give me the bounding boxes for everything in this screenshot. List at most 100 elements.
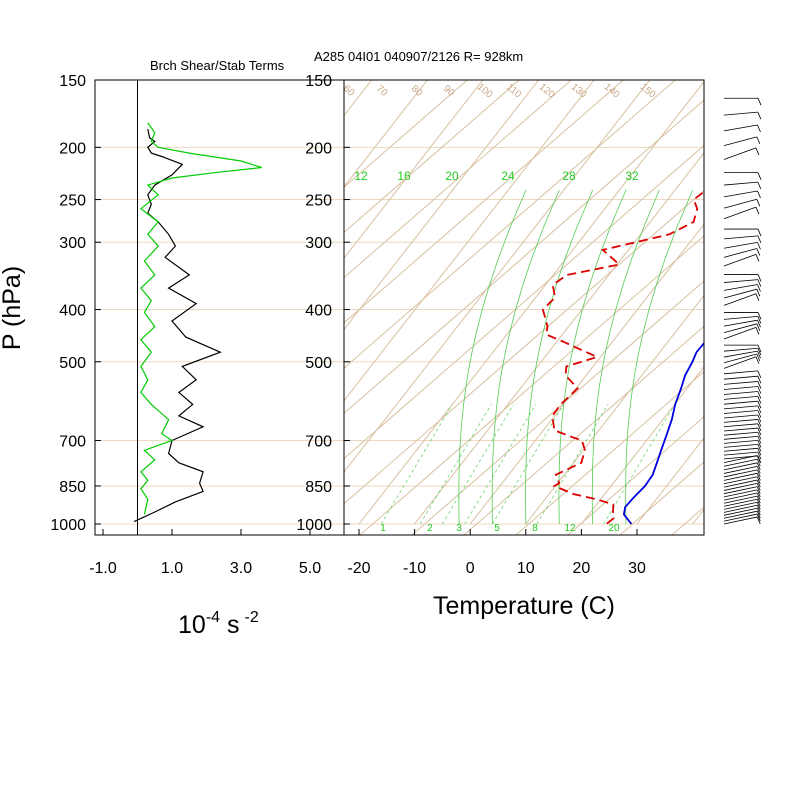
wind-barb-staff [723, 400, 758, 405]
units-base: 10 [178, 611, 206, 639]
wind-barb-staff [723, 455, 758, 460]
wind-barb-staff [723, 396, 758, 400]
wind-barb-staff [723, 381, 758, 385]
left-pressure-label: 400 [59, 303, 86, 320]
wind-barb-staff [723, 489, 758, 498]
dry-adiabat [344, 80, 468, 188]
wind-barb-staff [723, 451, 758, 456]
wind-barb-flag [757, 396, 762, 404]
temperature-axis-label: Temperature (C) [433, 592, 615, 620]
wind-barb-flag [756, 495, 761, 504]
wind-barb-staff [723, 492, 758, 501]
left-pressure-label: 500 [59, 355, 86, 372]
wind-barb-flag [756, 353, 761, 362]
right-pressure-label: 200 [305, 140, 332, 157]
skewed-isotherm [748, 80, 800, 524]
wind-barb-staff [723, 414, 758, 419]
left-series-line-0 [133, 128, 222, 523]
skewed-isotherm [344, 80, 595, 402]
theta-label: 120 [537, 82, 557, 101]
skewed-isotherm [0, 80, 261, 524]
wind-barb-flag [756, 479, 761, 488]
left-pressure-ticks: 150 200 250 300 400 500 700 850 1000 [50, 73, 101, 534]
wind-barb-staff [723, 190, 758, 198]
units-symbol: s [227, 611, 240, 639]
wind-barb-flag [755, 356, 760, 364]
wind-barb-flag [757, 432, 762, 440]
wind-barb-flag [757, 440, 762, 448]
wind-barb-flag [757, 348, 762, 356]
wind-barb-staff [723, 206, 757, 220]
y-axis-label: P (hPa) [0, 266, 26, 350]
left-panel: 150 200 250 300 400 500 700 850 1000 -1.0 1.0 3.0 5… [0, 73, 345, 639]
wind-barb-staff [723, 504, 758, 513]
wind-barb-flag [756, 459, 761, 467]
wind-barb-flag [756, 455, 761, 463]
wind-barb-staff [723, 254, 757, 267]
skewed-grid-label: 20 [445, 169, 459, 183]
skewed-isotherm [414, 152, 704, 525]
wind-barb-staff [723, 350, 758, 358]
wind-barb-flag [757, 381, 762, 389]
wind-barb-flag [757, 391, 762, 399]
skewed-grid-label: 24 [501, 169, 515, 183]
wind-barb-flag [757, 455, 762, 464]
right-pressure-label: 150 [305, 73, 332, 90]
left-x-ticks: -1.0 1.0 3.0 5.0 [89, 529, 321, 577]
left-pressure-label: 150 [59, 73, 86, 90]
left-x-tick-label: 1.0 [161, 560, 183, 577]
skewed-isotherm [469, 223, 704, 525]
right-panel-frame [343, 79, 705, 536]
wind-barb-staff [723, 405, 758, 410]
mixing-ratio-line [492, 404, 564, 525]
right-pressure-label: 300 [305, 235, 332, 252]
wind-barb-staff [723, 323, 757, 334]
mixing-ratio-label: 1 [380, 523, 386, 534]
wind-barb-flag [757, 427, 762, 436]
right-pressure-label: 500 [305, 355, 332, 372]
wind-barb-flag [757, 190, 761, 199]
dry-adiabat [567, 416, 704, 535]
wind-barb-flag [756, 516, 761, 525]
wind-barb-flag [757, 181, 762, 190]
left-x-tick-label: 3.0 [230, 560, 252, 577]
wind-barb-flag [757, 448, 762, 456]
wind-barb-flag [757, 98, 762, 106]
theta-label: 100 [475, 82, 495, 101]
skewed-isotherm [692, 508, 704, 525]
right-x-ticks: -20 -10 0 10 20 30 [347, 529, 646, 577]
wind-barb-flag [756, 462, 761, 470]
wind-barb-staff [723, 356, 757, 369]
wind-barb-staff [723, 316, 758, 320]
right-series-line-1 [541, 190, 704, 525]
right-series-line-0 [622, 341, 704, 525]
dry-adiabat [344, 144, 704, 460]
dry-adiabat [671, 506, 704, 535]
right-pressure-label: 700 [305, 434, 332, 451]
dry-adiabat [359, 235, 704, 535]
left-pressure-label: 200 [59, 140, 86, 157]
wind-barb-flag [756, 466, 761, 474]
wind-barb-flag [757, 316, 762, 324]
wind-barb-flag [757, 405, 762, 414]
dry-adiabat [724, 80, 800, 535]
wind-barb-flag [756, 489, 761, 498]
wind-barb-staff [723, 248, 757, 258]
left-pressure-label: 1000 [50, 517, 86, 534]
right-x-tick-label: -20 [347, 560, 370, 577]
right-pressure-label: 1000 [296, 517, 332, 534]
wind-barb-flag [756, 199, 761, 207]
dry-adiabat [344, 80, 572, 279]
wind-barb-staff [723, 235, 758, 240]
wind-barb-staff [723, 435, 758, 440]
mixing-ratio-line [442, 404, 514, 525]
wind-barb-flag [756, 323, 761, 331]
moist-adiabat [625, 189, 694, 525]
skewed-isotherm [344, 80, 428, 188]
dry-adiabat [515, 370, 704, 535]
skewed-isotherm [344, 80, 539, 331]
wind-barb-staff [723, 124, 758, 132]
wind-barb-flag [757, 410, 762, 418]
skewed-isotherm [525, 294, 704, 525]
